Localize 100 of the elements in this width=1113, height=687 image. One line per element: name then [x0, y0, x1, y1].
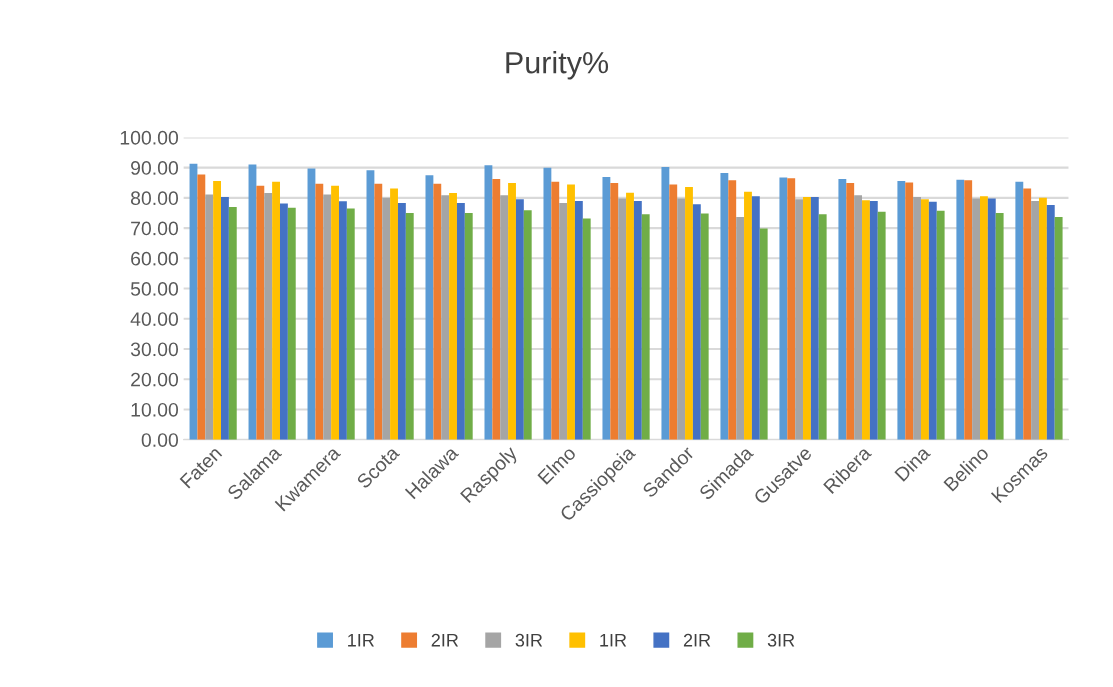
bar — [582, 218, 591, 440]
bar — [618, 198, 627, 440]
bar — [692, 204, 701, 440]
bar — [972, 198, 980, 440]
y-tick-label: 10.00 — [131, 402, 179, 417]
bar — [980, 196, 988, 440]
legend-label: 2IR — [683, 633, 711, 647]
bar — [567, 184, 575, 440]
bar — [221, 196, 229, 440]
bar — [685, 186, 693, 440]
bar — [720, 173, 729, 440]
bar — [543, 167, 552, 440]
bar — [382, 197, 391, 440]
bar — [390, 188, 398, 440]
bar — [838, 179, 847, 440]
bar — [323, 194, 332, 440]
bar — [751, 196, 760, 440]
bar — [610, 183, 619, 440]
bar — [661, 167, 670, 440]
bar — [846, 183, 855, 440]
chart-title: Purity% — [506, 51, 609, 80]
legend-label: 1IR — [348, 633, 374, 647]
bar — [331, 185, 339, 440]
bar — [1015, 181, 1024, 440]
bar — [626, 192, 634, 440]
y-tick-label: 20.00 — [131, 372, 179, 387]
bar — [1054, 216, 1063, 440]
bar — [602, 177, 611, 440]
y-tick-label: 30.00 — [130, 342, 179, 357]
bar — [205, 194, 214, 440]
bar — [559, 202, 568, 440]
bar — [700, 213, 709, 440]
bar — [515, 199, 524, 440]
y-tick-label: 40.00 — [130, 312, 179, 326]
bar — [492, 179, 501, 440]
bar — [897, 180, 906, 440]
bar — [484, 165, 493, 440]
bar — [759, 228, 768, 440]
bar — [456, 202, 465, 440]
bar — [287, 207, 296, 440]
legend-label: 3IR — [515, 633, 543, 647]
bar — [641, 214, 650, 440]
x-tick-label: Dina — [893, 444, 932, 482]
bar — [374, 183, 383, 440]
bar — [1031, 200, 1039, 440]
y-tick-label: 70.00 — [131, 221, 179, 236]
bar — [397, 202, 406, 440]
bar — [987, 198, 996, 440]
bar — [315, 183, 324, 440]
y-tick-label: 0.00 — [141, 433, 179, 447]
bar — [956, 179, 965, 440]
bar — [913, 196, 922, 440]
bar — [736, 216, 745, 440]
bar — [744, 191, 752, 440]
bar — [574, 200, 583, 440]
bar — [551, 181, 560, 440]
bar — [213, 180, 221, 440]
bar — [787, 178, 796, 440]
y-tick-label: 80.00 — [130, 191, 179, 206]
bar — [803, 196, 811, 440]
bar — [449, 193, 457, 440]
bar — [995, 212, 1004, 440]
bar — [264, 193, 273, 440]
bar — [1046, 205, 1055, 440]
legend-label: 2IR — [431, 633, 459, 647]
bar — [633, 200, 642, 440]
bar — [854, 195, 863, 440]
bar — [810, 196, 819, 440]
bar — [877, 211, 886, 440]
legend-label: 1IR — [600, 633, 627, 647]
bar — [869, 200, 878, 440]
bar — [523, 210, 532, 440]
bar — [338, 201, 347, 440]
bar — [905, 182, 914, 440]
y-tick-label: 60.00 — [131, 251, 179, 266]
bar — [405, 212, 414, 440]
bar — [464, 212, 473, 440]
bar — [272, 181, 280, 440]
y-tick-label: 90.00 — [131, 161, 179, 175]
bar — [795, 199, 804, 440]
bar — [936, 210, 945, 440]
bar — [508, 183, 516, 440]
bar — [964, 180, 973, 440]
bar — [818, 214, 827, 440]
bar — [862, 200, 870, 440]
bar — [346, 208, 355, 440]
bar — [425, 175, 434, 440]
legend-label: 3IR — [767, 633, 795, 647]
bar — [441, 195, 450, 440]
bar — [279, 203, 288, 440]
bar — [228, 206, 237, 440]
bar — [779, 177, 788, 440]
y-tick-label: 100.00 — [120, 130, 179, 145]
bar — [256, 185, 265, 440]
bar — [197, 174, 206, 440]
bar — [433, 183, 442, 440]
bar — [669, 184, 678, 440]
bar — [677, 198, 686, 440]
bar — [928, 201, 937, 440]
bar — [728, 180, 737, 440]
